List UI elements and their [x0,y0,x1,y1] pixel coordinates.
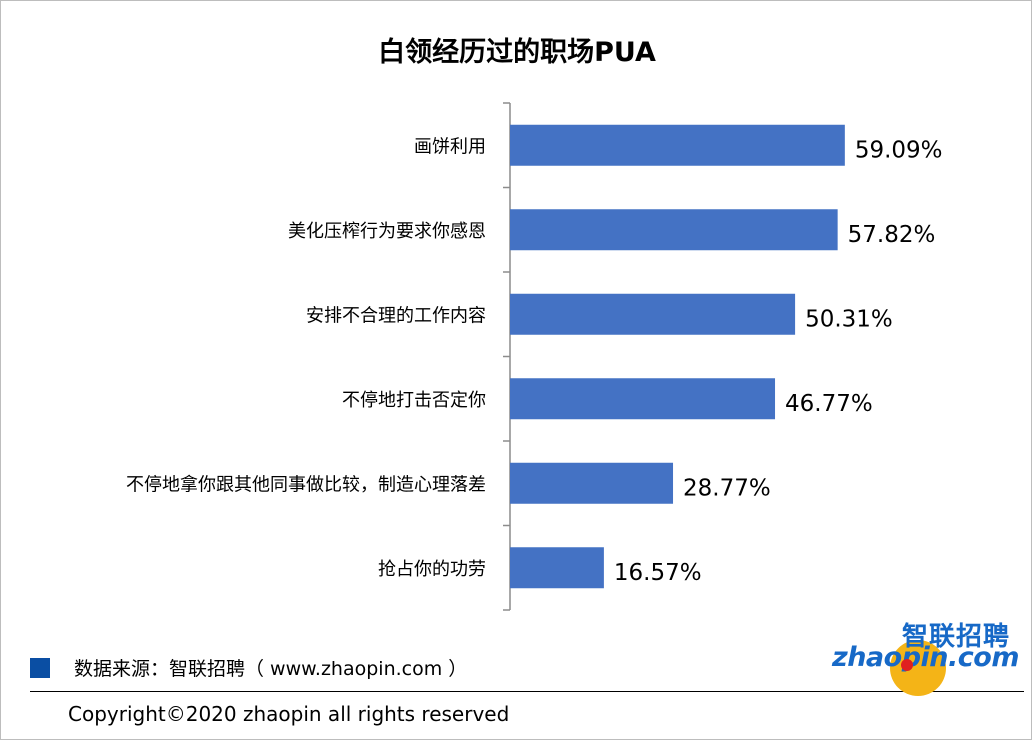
footer-divider [30,691,1024,692]
source-square-icon [30,657,50,678]
category-label: 画饼利用 [414,136,486,157]
category-label: 不停地打击否定你 [342,390,486,411]
logo-en-text: zhaopin.com [832,642,1019,673]
bar [510,209,838,251]
value-label: 16.57% [614,560,702,586]
bar [510,462,674,504]
copyright-text: Copyright©2020 zhaopin all rights reserv… [68,702,510,726]
logo-cn-text: 智联招聘 [902,622,1011,652]
category-label: 不停地拿你跟其他同事做比较，制造心理落差 [126,473,486,495]
source-text: 数据来源：智联招聘（ www.zhaopin.com ） [74,658,468,680]
value-label: 59.09% [855,137,943,163]
category-label: 美化压榨行为要求你感恩 [288,221,486,242]
logo-dot-icon [901,659,913,671]
category-label: 安排不合理的工作内容 [306,305,486,326]
bar [510,547,604,589]
value-label: 28.77% [683,475,771,501]
data-source: 数据来源：智联招聘（ www.zhaopin.com ） [30,654,467,681]
value-label: 50.31% [805,306,893,332]
bar [510,378,776,420]
value-label: 46.77% [785,391,873,417]
zhaopin-logo-icon: 智联招聘 zhaopin.com [830,612,1020,696]
chart-title: 白领经历过的职场PUA [378,37,656,68]
bar [510,124,845,166]
category-label: 抢占你的功劳 [378,559,486,580]
logo-circle-icon [890,640,946,696]
bar [510,293,796,335]
value-label: 57.82% [848,222,936,248]
